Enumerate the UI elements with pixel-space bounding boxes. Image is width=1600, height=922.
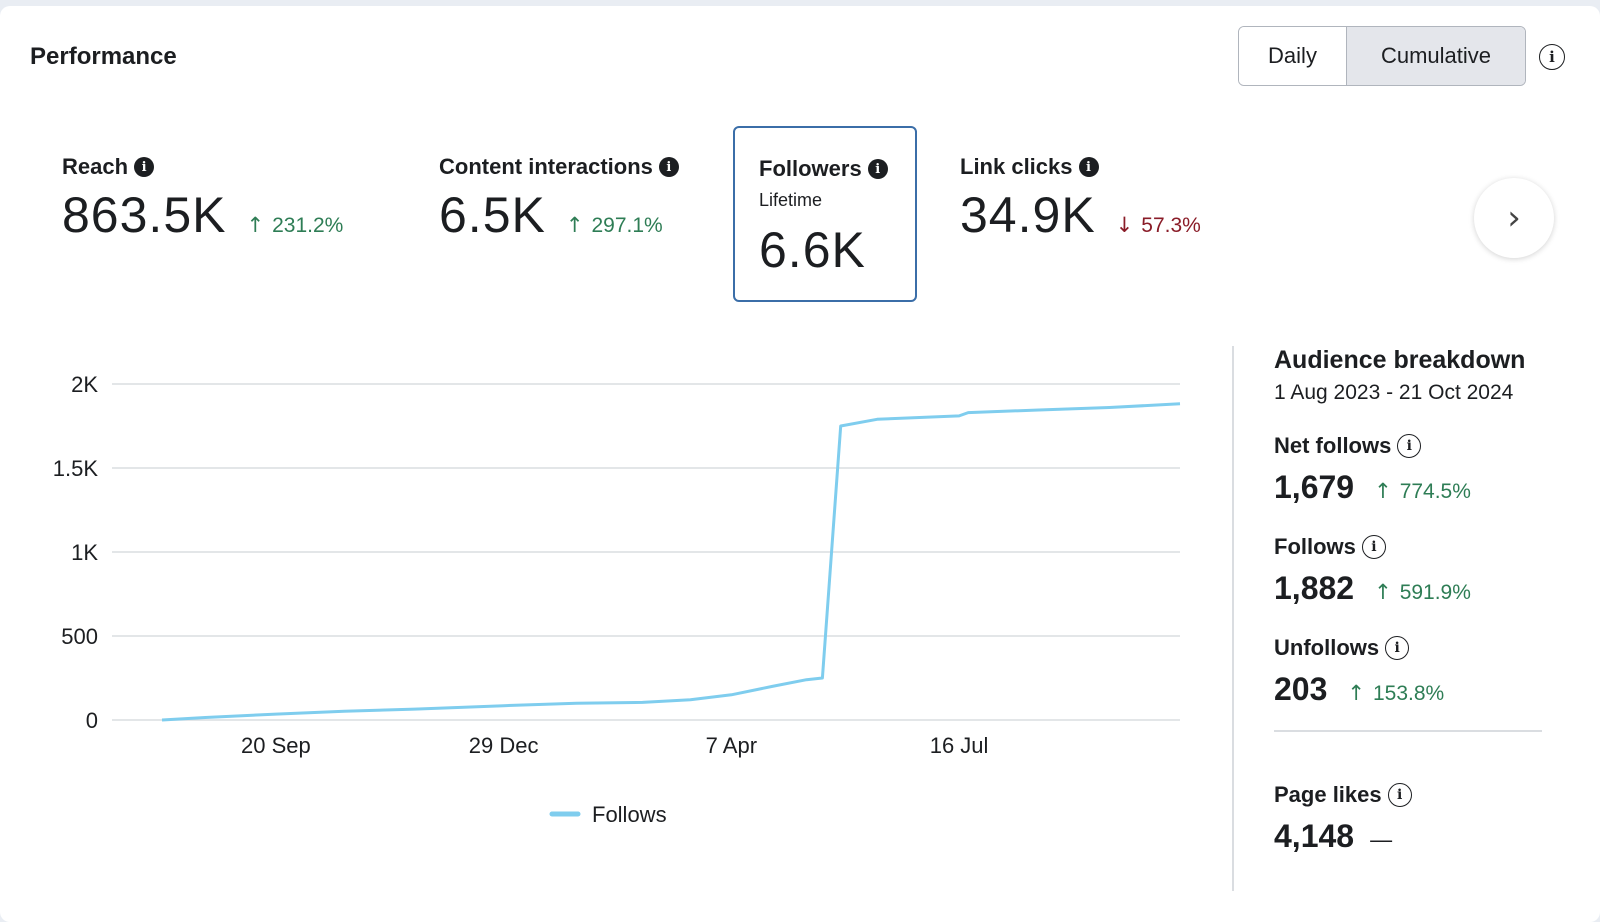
x-tick-label: 29 Dec — [469, 733, 539, 758]
series-line-follows — [161, 402, 1181, 722]
metric-value: 6.5K — [439, 187, 546, 243]
follows-chart: 0 500 1K 1.5K 2K 20 Sep 29 Dec 7 Apr 16 Jul Follo… — [0, 336, 1210, 896]
performance-card: Performance Daily Cumulative i Reach i 8… — [0, 6, 1600, 922]
metric-change: ↑ 231.2% — [246, 213, 343, 238]
metric-label-text: Link clicks — [960, 154, 1073, 179]
stat-follows: Follows i 1,882 ↑ 591.9% — [1274, 534, 1574, 607]
cumulative-button[interactable]: Cumulative — [1347, 27, 1525, 85]
metric-sublabel: Lifetime — [759, 190, 823, 210]
arrow-up-icon: ↑ — [1374, 580, 1392, 604]
y-tick-label: 2K — [71, 372, 98, 397]
divider — [1274, 730, 1542, 732]
metric-value: 6.6K — [759, 222, 866, 278]
stat-change-text: 153.8% — [1373, 682, 1445, 705]
chart-svg: 0 500 1K 1.5K 2K 20 Sep 29 Dec 7 Apr 16 Jul Follo… — [53, 372, 1181, 827]
stat-change: ↑ 153.8% — [1347, 681, 1444, 706]
arrow-up-icon: ↑ — [246, 213, 265, 237]
metric-content-interactions[interactable]: Content interactions i 6.5K ↑ 297.1% — [439, 154, 679, 244]
arrow-down-icon: ↓ — [1115, 213, 1134, 237]
arrow-up-icon: ↑ — [1347, 681, 1365, 705]
arrow-up-icon: ↑ — [565, 213, 584, 237]
stat-net-follows: Net follows i 1,679 ↑ 774.5% — [1274, 433, 1574, 506]
metric-label: Reach i — [62, 154, 343, 180]
metric-label: Link clicks i — [960, 154, 1201, 180]
stat-change-text: 774.5% — [1399, 480, 1471, 503]
stat-change: ↑ 591.9% — [1374, 580, 1471, 605]
page-title: Performance — [30, 43, 177, 70]
divider — [1232, 346, 1234, 891]
metric-change: ↓ 57.3% — [1116, 213, 1201, 238]
metric-label: Content interactions i — [439, 154, 679, 180]
stat-value-row: 203 ↑ 153.8% — [1274, 671, 1574, 708]
stat-change: ↑ 774.5% — [1374, 479, 1471, 504]
info-filled-icon[interactable]: i — [658, 157, 679, 177]
audience-title: Audience breakdown — [1274, 346, 1526, 374]
stat-change-text: 591.9% — [1399, 581, 1471, 604]
metric-value: 34.9K — [960, 187, 1096, 243]
x-tick-label: 16 Jul — [930, 733, 989, 758]
daily-button[interactable]: Daily — [1239, 27, 1347, 85]
stat-label-text: Net follows — [1274, 433, 1392, 458]
arrow-up-icon: ↑ — [1374, 479, 1392, 503]
metric-label-text: Reach — [62, 154, 129, 179]
metric-change-text: 297.1% — [591, 214, 663, 237]
info-filled-icon[interactable]: i — [134, 157, 155, 177]
y-tick-label: 1.5K — [53, 456, 99, 481]
audience-breakdown: Audience breakdown 1 Aug 2023 - 21 Oct 2… — [1274, 346, 1574, 855]
stat-value-row: 1,679 ↑ 774.5% — [1274, 469, 1574, 506]
metric-link-clicks[interactable]: Link clicks i 34.9K ↓ 57.3% — [960, 154, 1201, 244]
chevron-right-icon[interactable]: › — [1474, 178, 1554, 258]
stat-value: 203 — [1274, 671, 1328, 707]
metric-row: 863.5K ↑ 231.2% — [62, 186, 343, 244]
stat-value: 1,882 — [1274, 570, 1355, 606]
stat-unfollows: Unfollows i 203 ↑ 153.8% — [1274, 635, 1574, 708]
metric-change-text: 57.3% — [1141, 214, 1201, 237]
y-tick-label: 1K — [71, 540, 98, 565]
info-circle-icon[interactable]: i — [1361, 535, 1386, 559]
metric-label-text: Followers — [759, 156, 862, 181]
stat-value-row: 1,882 ↑ 591.9% — [1274, 570, 1574, 607]
metric-value: 863.5K — [62, 187, 227, 243]
stat-label: Follows i — [1274, 534, 1574, 560]
stat-label-text: Page likes — [1274, 782, 1382, 807]
stat-page-likes: Page likes i 4,148 — — [1274, 782, 1574, 855]
metric-followers[interactable]: Followers i Lifetime 6.6K — [733, 126, 917, 302]
y-tick-label: 0 — [86, 708, 98, 733]
info-circle-icon[interactable]: i — [1387, 783, 1412, 807]
view-toggle: Daily Cumulative — [1238, 26, 1526, 86]
legend-label: Follows — [592, 802, 667, 827]
info-filled-icon[interactable]: i — [867, 159, 888, 179]
metric-row: 6.5K ↑ 297.1% — [439, 186, 679, 244]
stat-change-text: — — [1370, 827, 1393, 852]
info-circle-icon[interactable]: i — [1397, 434, 1422, 458]
info-circle-icon[interactable]: i — [1385, 636, 1410, 660]
stat-value: 4,148 — [1274, 818, 1355, 854]
stat-label: Page likes i — [1274, 782, 1574, 808]
y-tick-label: 500 — [61, 624, 98, 649]
stat-value: 1,679 — [1274, 469, 1355, 505]
x-tick-label: 7 Apr — [706, 733, 757, 758]
metric-change-text: 231.2% — [272, 214, 344, 237]
metric-reach[interactable]: Reach i 863.5K ↑ 231.2% — [62, 154, 343, 244]
audience-date-range: 1 Aug 2023 - 21 Oct 2024 — [1274, 381, 1514, 404]
stat-value-row: 4,148 — — [1274, 818, 1574, 855]
stat-label: Net follows i — [1274, 433, 1574, 459]
stat-label-text: Follows — [1274, 534, 1356, 559]
info-filled-icon[interactable]: i — [1078, 157, 1099, 177]
info-circle-icon[interactable]: i — [1539, 44, 1565, 70]
metric-label-text: Content interactions — [439, 154, 653, 179]
x-tick-label: 20 Sep — [241, 733, 311, 758]
stat-label: Unfollows i — [1274, 635, 1574, 661]
metric-row: 34.9K ↓ 57.3% — [960, 186, 1201, 244]
stat-label-text: Unfollows — [1274, 635, 1380, 660]
metric-label: Followers i — [759, 156, 915, 182]
metric-change: ↑ 297.1% — [566, 213, 663, 238]
